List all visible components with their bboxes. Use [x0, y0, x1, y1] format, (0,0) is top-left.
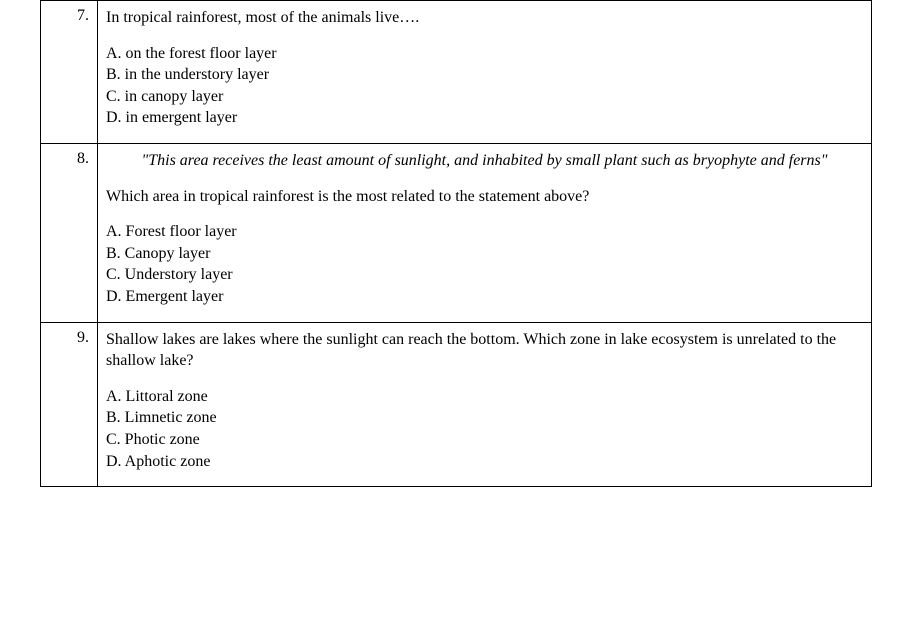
question-quote: "This area receives the least amount of …	[106, 150, 863, 172]
choice-a: A. Littoral zone	[106, 386, 863, 408]
question-body-cell: Shallow lakes are lakes where the sunlig…	[98, 322, 872, 487]
choice-c: C. in canopy layer	[106, 86, 863, 108]
question-body-cell: "This area receives the least amount of …	[98, 143, 872, 322]
choice-list: A. Forest floor layer B. Canopy layer C.…	[106, 221, 863, 307]
questions-table: 7. In tropical rainforest, most of the a…	[40, 0, 872, 487]
question-row: 7. In tropical rainforest, most of the a…	[41, 1, 872, 144]
choice-a: A. on the forest floor layer	[106, 43, 863, 65]
question-number: 7.	[77, 7, 89, 24]
question-substem: Which area in tropical rainforest is the…	[106, 186, 863, 208]
question-number: 8.	[77, 150, 89, 167]
choice-d: D. in emergent layer	[106, 107, 863, 129]
question-number-cell: 9.	[41, 322, 98, 487]
question-stem: Shallow lakes are lakes where the sunlig…	[106, 329, 863, 372]
choice-d: D. Emergent layer	[106, 286, 863, 308]
choice-a: A. Forest floor layer	[106, 221, 863, 243]
question-body-cell: In tropical rainforest, most of the anim…	[98, 1, 872, 144]
question-number-cell: 8.	[41, 143, 98, 322]
choice-b: B. in the understory layer	[106, 64, 863, 86]
choice-b: B. Canopy layer	[106, 243, 863, 265]
choice-c: C. Photic zone	[106, 429, 863, 451]
question-number: 9.	[77, 329, 89, 346]
question-stem: In tropical rainforest, most of the anim…	[106, 7, 863, 29]
choice-b: B. Limnetic zone	[106, 407, 863, 429]
question-row: 9. Shallow lakes are lakes where the sun…	[41, 322, 872, 487]
choice-list: A. Littoral zone B. Limnetic zone C. Pho…	[106, 386, 863, 472]
question-number-cell: 7.	[41, 1, 98, 144]
choice-c: C. Understory layer	[106, 264, 863, 286]
question-row: 8. "This area receives the least amount …	[41, 143, 872, 322]
choice-list: A. on the forest floor layer B. in the u…	[106, 43, 863, 129]
choice-d: D. Aphotic zone	[106, 451, 863, 473]
